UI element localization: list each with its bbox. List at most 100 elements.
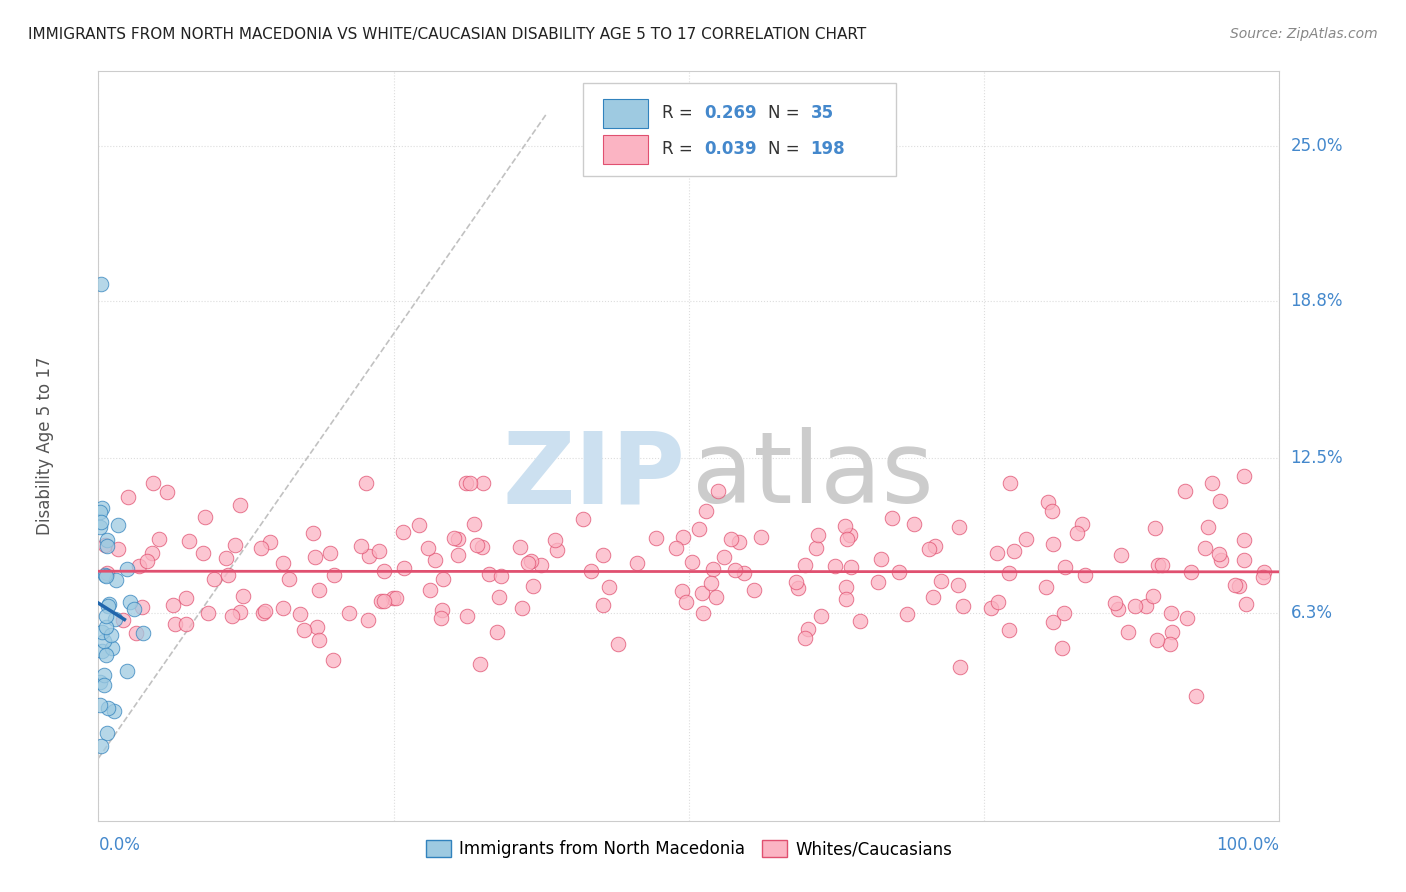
Text: IMMIGRANTS FROM NORTH MACEDONIA VS WHITE/CAUCASIAN DISABILITY AGE 5 TO 17 CORREL: IMMIGRANTS FROM NORTH MACEDONIA VS WHITE… bbox=[28, 27, 866, 42]
Point bbox=[232, 589, 254, 603]
Point bbox=[520, 553, 543, 567]
Point bbox=[89, 698, 111, 712]
Point bbox=[1233, 533, 1256, 548]
Point bbox=[368, 544, 391, 558]
Point bbox=[841, 560, 863, 574]
Point bbox=[949, 660, 972, 674]
Point bbox=[323, 568, 346, 582]
Point bbox=[728, 534, 751, 549]
Point bbox=[1227, 579, 1250, 593]
Point bbox=[1150, 558, 1173, 572]
Point bbox=[1185, 689, 1208, 703]
Point bbox=[98, 597, 121, 611]
Point bbox=[337, 606, 360, 620]
Text: 25.0%: 25.0% bbox=[1291, 137, 1343, 155]
Text: Disability Age 5 to 17: Disability Age 5 to 17 bbox=[37, 357, 55, 535]
Point bbox=[111, 613, 134, 627]
Point bbox=[1209, 494, 1232, 508]
Text: 6.3%: 6.3% bbox=[1291, 605, 1333, 623]
Point bbox=[510, 601, 533, 615]
Point bbox=[1074, 568, 1097, 582]
Point bbox=[948, 578, 970, 592]
Point bbox=[392, 561, 415, 575]
Point bbox=[700, 575, 723, 590]
Point bbox=[94, 568, 117, 582]
Point bbox=[93, 668, 115, 682]
Point bbox=[471, 541, 494, 555]
Point bbox=[96, 539, 118, 553]
Point bbox=[544, 533, 567, 548]
Point bbox=[675, 595, 697, 609]
Point bbox=[96, 566, 118, 580]
Point bbox=[998, 623, 1021, 637]
Point bbox=[987, 595, 1010, 609]
Point bbox=[1066, 526, 1088, 541]
Point bbox=[423, 553, 446, 567]
Text: N =: N = bbox=[768, 104, 806, 122]
Point bbox=[124, 625, 146, 640]
Point bbox=[91, 644, 114, 658]
Point bbox=[253, 604, 276, 618]
Point bbox=[141, 546, 163, 560]
Point bbox=[478, 566, 501, 581]
Point bbox=[1159, 637, 1181, 651]
Point bbox=[807, 528, 830, 542]
Point bbox=[1111, 548, 1133, 562]
Text: 35: 35 bbox=[811, 104, 834, 122]
Point bbox=[373, 564, 395, 578]
Point bbox=[1000, 476, 1022, 491]
Point bbox=[217, 568, 239, 582]
Point bbox=[90, 625, 112, 640]
Point bbox=[1036, 495, 1059, 509]
Point bbox=[903, 516, 925, 531]
Point bbox=[94, 648, 117, 663]
Point bbox=[179, 534, 201, 549]
Point bbox=[100, 628, 122, 642]
Point bbox=[221, 609, 243, 624]
Point bbox=[870, 551, 893, 566]
Point bbox=[793, 631, 815, 645]
Point bbox=[107, 517, 129, 532]
Point bbox=[785, 574, 807, 589]
Point bbox=[271, 556, 294, 570]
Point bbox=[918, 542, 941, 557]
Point bbox=[804, 541, 827, 555]
Point bbox=[882, 511, 904, 525]
Point bbox=[1144, 521, 1167, 535]
Point bbox=[1180, 566, 1202, 580]
Point bbox=[797, 623, 820, 637]
Point bbox=[90, 739, 112, 753]
Point bbox=[122, 602, 145, 616]
Text: Source: ZipAtlas.com: Source: ZipAtlas.com bbox=[1230, 27, 1378, 41]
Point bbox=[702, 562, 724, 576]
Point bbox=[681, 555, 703, 569]
Point bbox=[292, 624, 315, 638]
Point bbox=[896, 607, 918, 621]
Point bbox=[302, 525, 325, 540]
Point bbox=[89, 520, 111, 534]
Point bbox=[592, 548, 614, 562]
Point bbox=[1052, 606, 1074, 620]
Point bbox=[486, 624, 509, 639]
Point bbox=[370, 594, 392, 608]
Point bbox=[598, 580, 620, 594]
Point bbox=[887, 565, 910, 579]
Point bbox=[1253, 565, 1275, 579]
Point bbox=[202, 572, 225, 586]
Point bbox=[929, 574, 952, 588]
Point bbox=[509, 540, 531, 554]
Point bbox=[1197, 520, 1219, 534]
Point bbox=[471, 476, 494, 491]
Text: 18.8%: 18.8% bbox=[1291, 293, 1343, 310]
Point bbox=[1042, 615, 1064, 629]
Point bbox=[1002, 543, 1025, 558]
Point bbox=[468, 657, 491, 671]
Text: R =: R = bbox=[662, 104, 697, 122]
Point bbox=[128, 559, 150, 574]
Point bbox=[224, 538, 246, 552]
Point bbox=[191, 546, 214, 560]
Point bbox=[97, 599, 120, 613]
Point bbox=[1015, 532, 1038, 546]
Point bbox=[271, 601, 294, 615]
Point bbox=[839, 527, 862, 541]
